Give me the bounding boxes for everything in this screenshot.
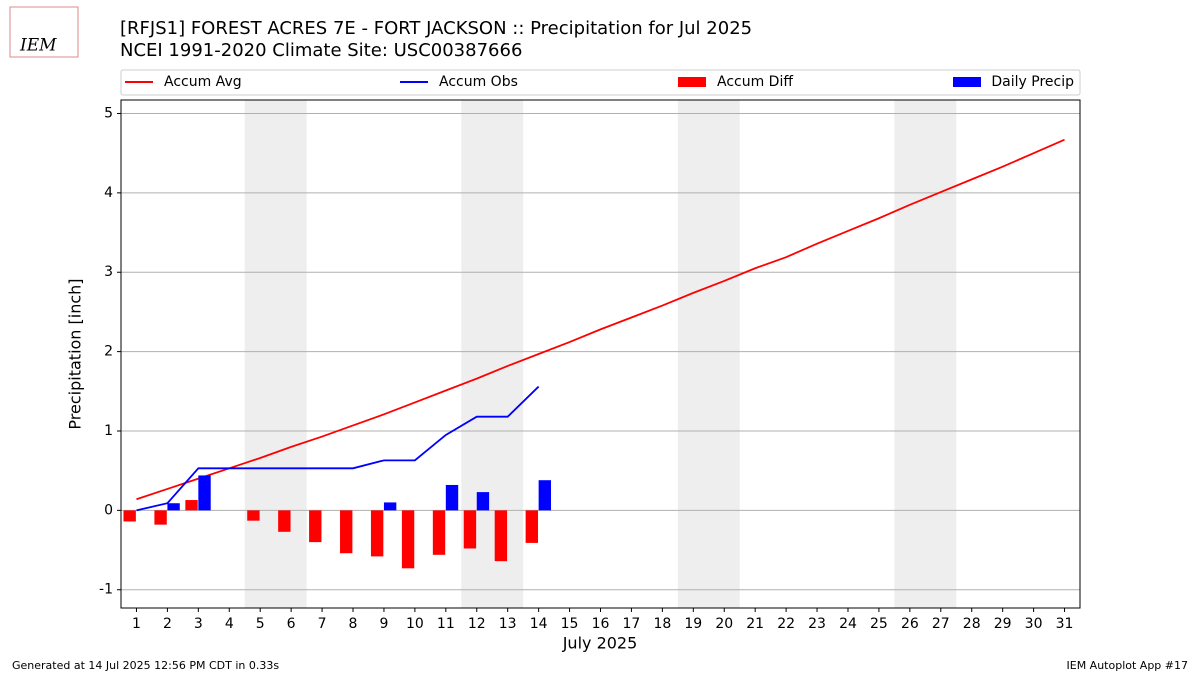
x-tick-label: 28	[963, 616, 981, 632]
y-tick-label: 2	[104, 344, 113, 360]
y-tick-label: 1	[104, 423, 113, 439]
weekend-shade	[894, 100, 957, 608]
bar	[401, 510, 415, 569]
x-tick-label: 4	[225, 616, 234, 632]
bar	[309, 510, 322, 543]
bar	[167, 503, 180, 511]
weekend-shade	[244, 100, 307, 608]
x-tick-label: 7	[318, 616, 327, 632]
x-tick-label: 6	[287, 616, 296, 632]
bar	[445, 484, 459, 511]
x-tick-label: 9	[379, 616, 388, 632]
legend-label: Accum Avg	[164, 74, 242, 90]
y-tick-label: 5	[104, 105, 113, 121]
x-tick-label: 11	[437, 616, 455, 632]
x-tick-label: 25	[870, 616, 888, 632]
bar	[370, 510, 384, 557]
x-tick-label: 15	[561, 616, 579, 632]
bar	[463, 510, 477, 549]
bar	[494, 510, 508, 562]
x-tick-label: 5	[256, 616, 265, 632]
x-tick-label: 18	[653, 616, 671, 632]
chart-title: [RFJS1] FOREST ACRES 7E - FORT JACKSON :…	[120, 18, 752, 39]
x-tick-label: 17	[623, 616, 641, 632]
line	[136, 385, 540, 512]
x-tick-label: 10	[406, 616, 424, 632]
x-tick-label: 14	[530, 616, 548, 632]
x-tick-label: 1	[132, 616, 141, 632]
x-tick-label: 21	[746, 616, 764, 632]
y-axis-label: Precipitation [inch]	[66, 278, 85, 429]
x-tick-label: 20	[715, 616, 733, 632]
x-tick-label: 24	[839, 616, 857, 632]
x-tick-label: 29	[994, 616, 1012, 632]
y-tick-label: 4	[104, 185, 113, 201]
bar	[123, 510, 136, 522]
y-tick-label: -1	[99, 582, 113, 598]
bar	[538, 480, 552, 511]
y-tick-label: 0	[104, 502, 113, 518]
bar	[432, 510, 446, 555]
logo-frame	[9, 6, 79, 58]
x-tick-label: 30	[1025, 616, 1043, 632]
legend-label: Daily Precip	[991, 74, 1074, 90]
chart-subtitle: NCEI 1991-2020 Climate Site: USC00387666	[120, 40, 522, 61]
legend-swatch	[678, 77, 706, 87]
x-tick-label: 23	[808, 616, 826, 632]
y-tick-label: 3	[104, 264, 113, 280]
x-tick-label: 2	[163, 616, 172, 632]
x-tick-label: 27	[932, 616, 950, 632]
x-tick-label: 19	[684, 616, 702, 632]
x-tick-label: 3	[194, 616, 203, 632]
footer-left: Generated at 14 Jul 2025 12:56 PM CDT in…	[12, 659, 279, 672]
bar	[525, 510, 539, 543]
bar	[198, 475, 211, 511]
legend-label: Accum Obs	[439, 74, 518, 90]
x-tick-label: 22	[777, 616, 795, 632]
logo: IEM	[19, 36, 57, 56]
bar	[154, 510, 167, 525]
bar	[278, 510, 291, 532]
x-tick-label: 12	[468, 616, 486, 632]
x-tick-label: 26	[901, 616, 919, 632]
x-axis-label: July 2025	[562, 634, 638, 653]
legend-label: Accum Diff	[717, 74, 793, 90]
bar	[383, 502, 397, 511]
line	[136, 138, 1065, 501]
plot-frame	[120, 99, 1081, 609]
legend-box	[120, 69, 1081, 96]
weekend-shade	[677, 100, 740, 608]
bar	[247, 510, 260, 521]
bar	[476, 492, 490, 511]
bar	[185, 500, 198, 511]
x-tick-label: 31	[1056, 616, 1074, 632]
x-tick-label: 8	[349, 616, 358, 632]
footer-right: IEM Autoplot App #17	[1067, 659, 1189, 672]
legend-swatch	[953, 77, 981, 87]
x-tick-label: 16	[592, 616, 610, 632]
x-tick-label: 13	[499, 616, 517, 632]
bar	[340, 510, 353, 554]
